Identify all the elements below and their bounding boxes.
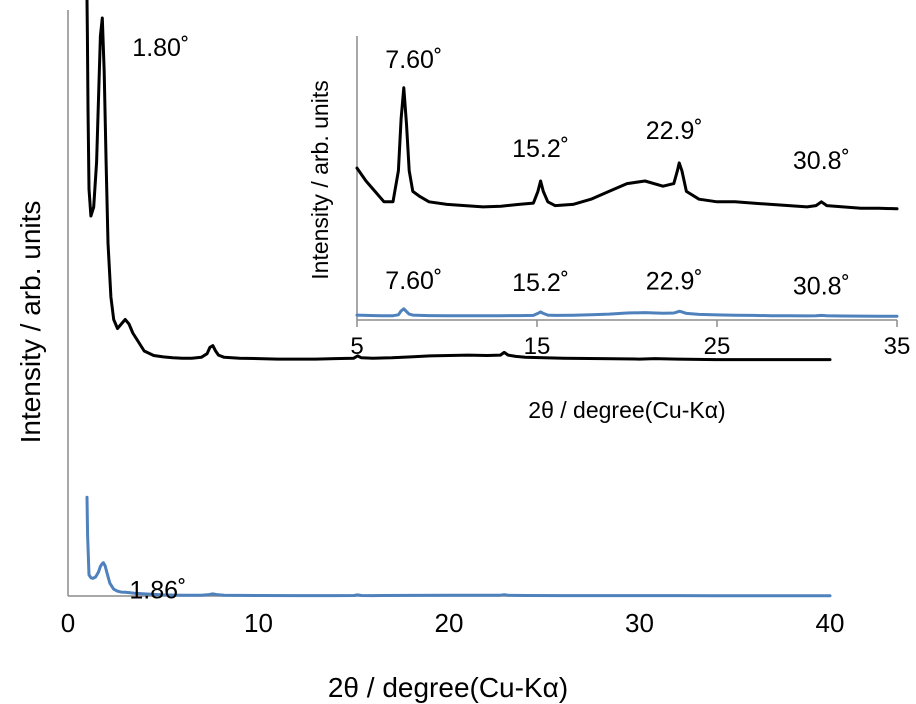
inset-peak-label: 15.2˚ xyxy=(512,269,569,297)
inset-x-axis-label: 2θ / degree(Cu-Kα) xyxy=(528,397,725,423)
inset-x-tick-label: 35 xyxy=(884,333,911,360)
inset-tick-labels: 5 15 25 35 xyxy=(350,320,910,360)
inset-annotations: 7.60˚ 15.2˚ 22.9˚ 30.8˚ 7.60˚ 15.2˚ 22.9˚ 30.8˚ xyxy=(385,46,850,301)
inset-peak-label: 7.60˚ xyxy=(385,46,442,74)
inset-plot: 7.60˚ 15.2˚ 22.9˚ 30.8˚ 7.60˚ 15.2˚ 22.9˚ 30.8˚… xyxy=(307,36,910,423)
main-annotations: 1.80˚ 1.86˚ xyxy=(129,34,189,605)
main-x-axis-label: 2θ / degree(Cu-Kα) xyxy=(328,672,568,703)
main-x-tick-label: 30 xyxy=(625,608,654,638)
main-x-tick-label: 10 xyxy=(244,608,273,638)
inset-peak-label: 7.60˚ xyxy=(385,267,442,295)
main-peak-label: 1.86˚ xyxy=(129,577,186,605)
main-series-line-1 xyxy=(85,0,832,362)
main-x-tick-label: 20 xyxy=(435,608,464,638)
inset-x-tick-label: 15 xyxy=(524,333,551,360)
inset-series-line-1 xyxy=(355,86,899,211)
main-series-line-2 xyxy=(85,495,832,598)
main-plot: 1.80˚1.86˚ 0 10 20 30 40 2θ / degree(Cu-Kα) … xyxy=(15,0,844,703)
main-tick-labels: 0 10 20 30 40 xyxy=(61,608,845,638)
main-series-group xyxy=(85,0,832,598)
inset-peak-label: 22.9˚ xyxy=(646,117,703,145)
inset-series-group xyxy=(355,86,899,318)
main-peak-label: 1.80˚ xyxy=(132,34,189,62)
inset-peak-label: 30.8˚ xyxy=(793,147,850,175)
inset-axes xyxy=(356,36,897,321)
inset-peak-label: 30.8˚ xyxy=(793,272,850,300)
inset-peak-label: 22.9˚ xyxy=(646,267,703,295)
inset-x-tick-label: 25 xyxy=(704,333,731,360)
main-x-tick-label: 0 xyxy=(61,608,75,638)
inset-series-line-2 xyxy=(355,307,899,318)
main-y-axis-label: Intensity / arb. units xyxy=(15,201,46,444)
inset-peak-label: 15.2˚ xyxy=(512,135,569,163)
main-x-tick-label: 40 xyxy=(816,608,845,638)
inset-x-tick-label: 5 xyxy=(350,333,363,360)
inset-y-axis-label: Intensity / arb. units xyxy=(307,80,333,279)
main-axes xyxy=(67,10,830,597)
